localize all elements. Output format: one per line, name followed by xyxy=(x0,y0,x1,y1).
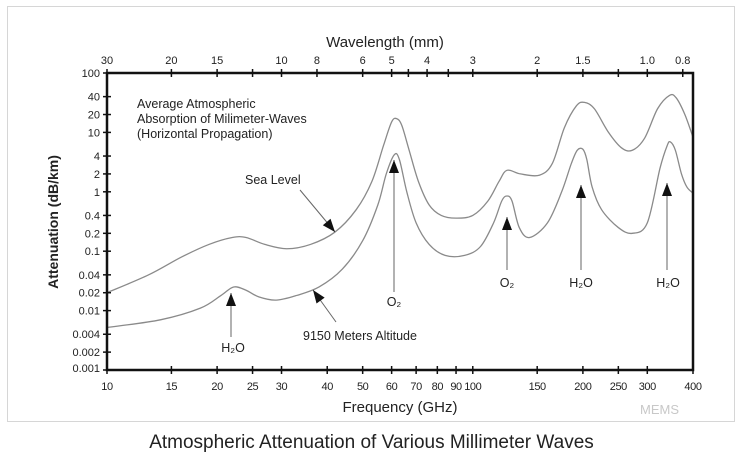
y-tick-label: 100 xyxy=(82,68,100,80)
y-tick-label: 0.001 xyxy=(72,363,100,375)
x2-tick-label: 4 xyxy=(424,55,430,67)
y-axis-label: Attenuation (dB/km) xyxy=(45,155,61,289)
annotation-altitude: 9150 Meters Altitude xyxy=(303,329,417,343)
x-tick-label: 50 xyxy=(357,381,369,393)
arrow-altitude-head xyxy=(313,290,325,304)
y-tick-label: 4 xyxy=(94,151,100,163)
annotation-h2o-183: H₂O xyxy=(569,276,593,290)
figure-caption: Atmospheric Attenuation of Various Milli… xyxy=(149,432,594,453)
x-tick-label: 60 xyxy=(386,381,398,393)
arrow-sea-level-head xyxy=(322,218,335,232)
x2-tick-label: 20 xyxy=(165,55,177,67)
x-tick-label: 15 xyxy=(166,381,178,393)
y-tick-label: 0.02 xyxy=(79,288,100,300)
x-tick-label: 20 xyxy=(211,381,223,393)
x-tick-label: 90 xyxy=(450,381,462,393)
y-tick-label: 0.1 xyxy=(85,246,100,258)
x-tick-label: 30 xyxy=(276,381,288,393)
y-tick-label: 0.4 xyxy=(85,210,100,222)
annotation-h2o-325: H₂O xyxy=(656,276,680,290)
series-line-altitude xyxy=(106,140,694,329)
y-tick-label: 0.004 xyxy=(72,329,100,341)
annotation-o2-119: O₂ xyxy=(500,276,515,290)
annotation-o2-60: O₂ xyxy=(387,295,402,309)
x2-tick-label: 2 xyxy=(534,55,540,67)
x-tick-label: 400 xyxy=(684,381,701,393)
x2-tick-label: 0.8 xyxy=(675,55,690,67)
chart-title-line-2: Absorption of Milimeter-Waves xyxy=(137,112,307,126)
y-tick-label: 1 xyxy=(94,187,100,199)
chart-title-line-1: Average Atmospheric xyxy=(137,97,256,111)
plot-area-border xyxy=(105,71,695,372)
x2-axis-label: Wavelength (mm) xyxy=(326,34,444,51)
x2-tick-label: 30 xyxy=(101,55,113,67)
x2-tick-label: 1.0 xyxy=(640,55,655,67)
x-tick-label: 40 xyxy=(322,381,334,393)
series-line-sea-level xyxy=(106,93,694,294)
x-tick-label: 250 xyxy=(610,381,627,393)
y-tick-label: 0.04 xyxy=(79,270,100,282)
annotation-h2o-22: H₂O xyxy=(221,341,245,355)
chart-title-line-3: (Horizontal Propagation) xyxy=(137,127,273,141)
y-tick-label: 0.01 xyxy=(79,306,100,318)
x2-tick-label: 3 xyxy=(470,55,476,67)
x-tick-label: 200 xyxy=(574,381,591,393)
x2-tick-label: 6 xyxy=(360,55,366,67)
x-tick-label: 100 xyxy=(464,381,481,393)
x2-tick-label: 5 xyxy=(389,55,395,67)
y-tick-label: 0.2 xyxy=(85,228,100,240)
arrow-o2-60-head xyxy=(389,160,399,173)
arrow-h2o-325-head xyxy=(662,183,672,196)
x-tick-label: 10 xyxy=(101,381,113,393)
x-tick-label: 70 xyxy=(410,381,422,393)
x-tick-label: 300 xyxy=(639,381,656,393)
arrow-h2o-22-head xyxy=(226,293,236,306)
arrow-h2o-183-head xyxy=(576,185,586,198)
x-tick-label: 80 xyxy=(432,381,444,393)
y-tick-label: 10 xyxy=(88,127,100,139)
annotation-sea-level: Sea Level xyxy=(245,173,301,187)
y-tick-label: 0.002 xyxy=(72,347,100,359)
x2-tick-label: 15 xyxy=(211,55,223,67)
watermark: MEMS xyxy=(640,402,679,417)
figure-frame xyxy=(7,6,735,422)
x-axis-label: Frequency (GHz) xyxy=(342,399,457,416)
x-tick-label: 150 xyxy=(529,381,546,393)
y-tick-label: 40 xyxy=(88,92,100,104)
x-tick-label: 25 xyxy=(247,381,259,393)
y-tick-label: 20 xyxy=(88,110,100,122)
x2-tick-label: 1.5 xyxy=(575,55,590,67)
x2-tick-label: 8 xyxy=(314,55,320,67)
y-tick-label: 2 xyxy=(94,169,100,181)
x2-tick-label: 10 xyxy=(275,55,287,67)
arrow-o2-119-head xyxy=(502,217,512,230)
